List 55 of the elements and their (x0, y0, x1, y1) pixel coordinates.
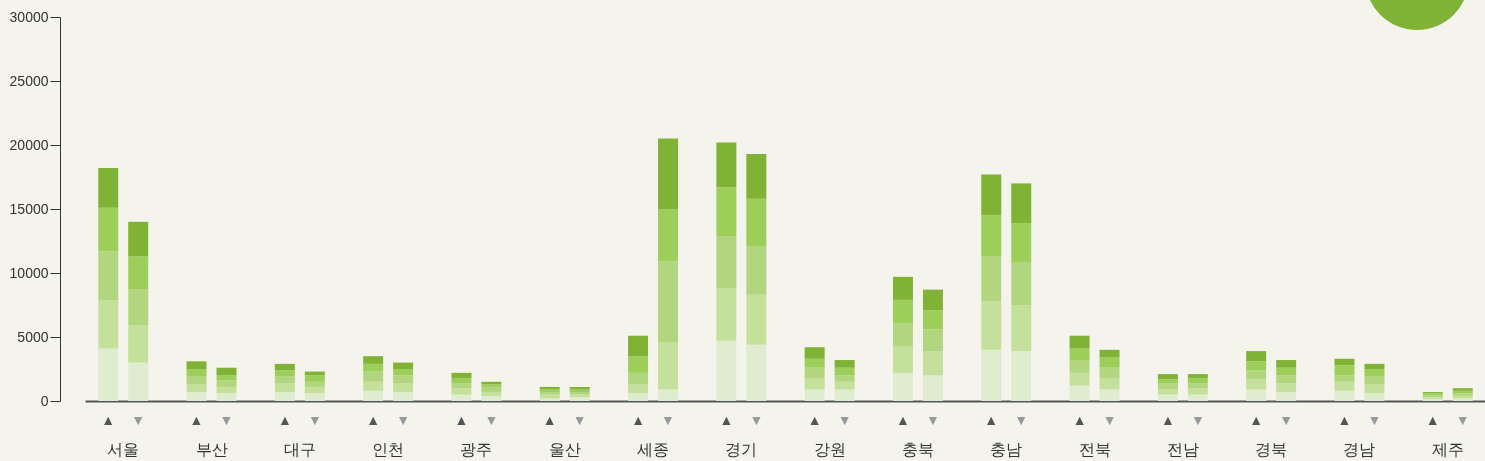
text: 강원 (813, 440, 846, 459)
x-tick-label: ▼ (1367, 412, 1382, 428)
x-tick-label: ▲ (542, 412, 557, 428)
x-tick-label: ▼ (661, 412, 675, 428)
x-tick-label: ▼ (572, 412, 587, 428)
y-tick-label: 15000 (9, 200, 49, 217)
x-tick-label: ▲ (1337, 412, 1352, 428)
text: 인천 (372, 440, 405, 459)
y-tick-label: 25000 (9, 72, 49, 89)
text: 충북 (901, 440, 934, 459)
y-tick-label: 30000 (9, 8, 49, 25)
y-tick-label: 20000 (9, 136, 49, 153)
text: 전북 (1078, 440, 1111, 459)
x-tick-label: ▼ (837, 412, 852, 428)
x-tick-label: ▲ (807, 412, 822, 428)
text: 부산 (195, 440, 228, 459)
x-tick-label: ▼ (1102, 412, 1117, 428)
text: 울산 (548, 440, 581, 459)
x-tick-label: ▲ (1425, 412, 1440, 428)
x-tick-label: ▼ (1279, 412, 1294, 428)
x-tick-label: ▲ (631, 412, 645, 428)
text: 충남 (990, 440, 1023, 459)
y-tick-label: 5000 (17, 328, 49, 345)
text: 광주 (460, 440, 493, 459)
text: 세종 (637, 440, 670, 459)
text: 대구 (283, 440, 316, 459)
x-tick-label: ▼ (484, 412, 499, 428)
x-tick-label: ▼ (131, 412, 146, 428)
x-tick-label: ▲ (277, 412, 292, 428)
text: 경남 (1343, 440, 1376, 459)
text: 전남 (1166, 440, 1199, 459)
y-tick-label: 10000 (9, 264, 49, 281)
x-tick-label: ▼ (749, 412, 764, 428)
x-tick-label: ▼ (307, 412, 322, 428)
x-tick-label: ▼ (1455, 412, 1470, 428)
text: 제주 (1431, 440, 1464, 459)
x-tick-label: ▲ (366, 412, 381, 428)
x-tick-label: ▲ (984, 412, 999, 428)
x-tick-label: ▲ (189, 412, 204, 428)
x-tick-label: ▲ (896, 412, 910, 428)
x-tick-label: ▲ (454, 412, 469, 428)
y-tick-label: 0 (40, 392, 49, 409)
x-tick-label: ▼ (1014, 412, 1029, 428)
x-tick-label: ▼ (219, 412, 234, 428)
x-tick-label: ▲ (1249, 412, 1264, 428)
text: 서울 (107, 440, 140, 459)
x-tick-label: ▼ (926, 412, 940, 428)
text: 경북 (1255, 440, 1288, 459)
x-tick-label: ▲ (1160, 412, 1175, 428)
x-tick-label: ▼ (1190, 412, 1205, 428)
text: 경기 (725, 440, 758, 459)
x-tick-label: ▲ (719, 412, 734, 428)
x-tick-label: ▲ (101, 412, 116, 428)
x-tick-label: ▲ (1072, 412, 1087, 428)
x-tick-label: ▼ (396, 412, 411, 428)
